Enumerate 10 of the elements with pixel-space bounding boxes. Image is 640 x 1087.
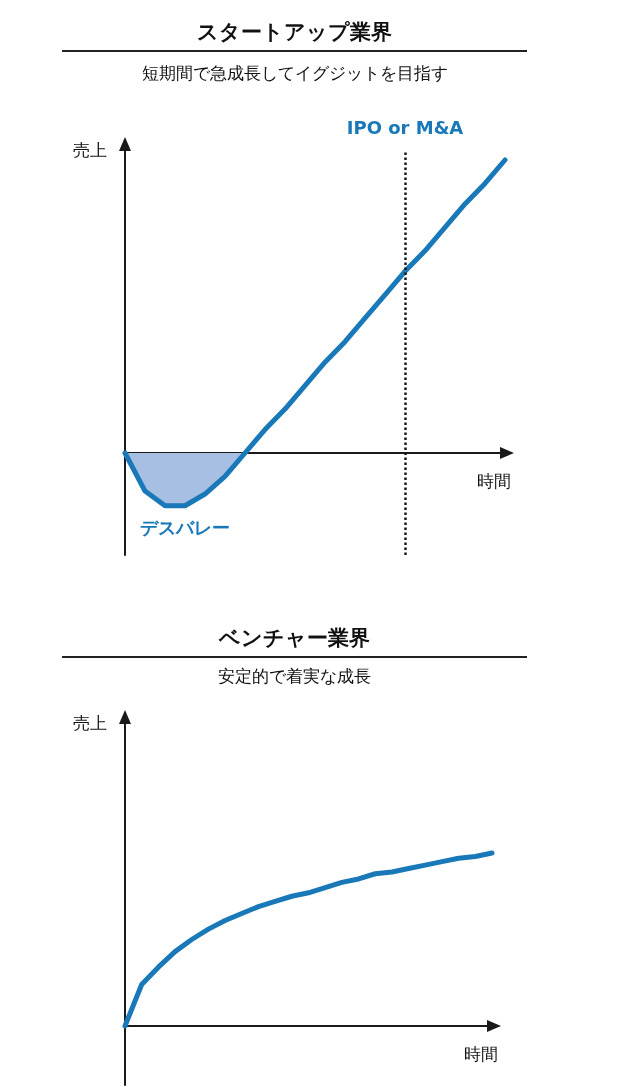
y-axis-title: 売上 (73, 712, 107, 733)
chart-title: ベンチャー業界 (62, 624, 527, 658)
chart-subtitle: 短期間で急成長してイグジットを目指す (140, 62, 449, 85)
x-axis-title: 時間 (477, 471, 511, 491)
chart-subtitle: 安定的で着実な成長 (217, 665, 372, 688)
text: デスバレー (140, 516, 230, 538)
y-axis-title: 売上 (73, 139, 107, 160)
chart-title: スタートアップ業界 (62, 18, 527, 52)
text: IPO or M&A (346, 116, 464, 138)
x-axis-title: 時間 (464, 1044, 498, 1064)
